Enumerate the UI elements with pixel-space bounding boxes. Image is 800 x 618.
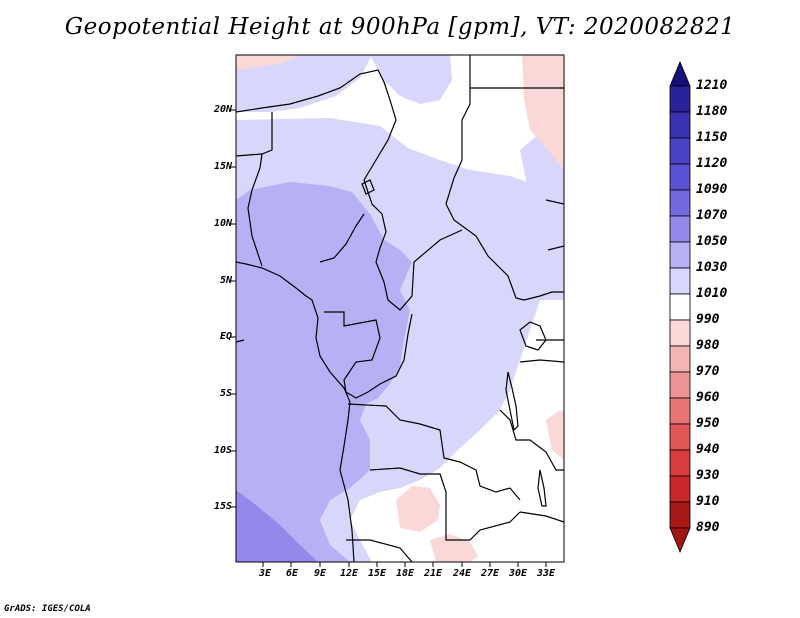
lon-label-9e: 9E <box>313 568 327 579</box>
map-frame <box>235 54 565 563</box>
border-misc <box>236 199 564 562</box>
lake-tanganyika <box>505 371 519 432</box>
colorbar-swatch <box>669 189 691 217</box>
colorbar-label: 1150 <box>696 130 728 145</box>
lon-label-12e: 12E <box>339 568 359 579</box>
colorbar-arrow-top <box>669 60 691 87</box>
colorbar-label: 910 <box>696 494 720 509</box>
shade-1030 <box>236 182 412 562</box>
colorbar-swatch <box>669 397 691 425</box>
lon-label-24e: 24E <box>452 568 472 579</box>
grads-credit: GrADS: IGES/COLA <box>4 604 91 614</box>
colorbar-label: 1030 <box>696 260 728 275</box>
colorbar-label: 990 <box>696 312 720 327</box>
colorbar-label: 1180 <box>696 104 728 119</box>
lat-label-15n: 15N <box>213 161 232 172</box>
colorbar-label: 1120 <box>696 156 728 171</box>
lat-ticks <box>231 109 236 508</box>
lat-label-20n: 20N <box>213 104 232 115</box>
colorbar-swatch <box>669 241 691 269</box>
colorbar-arrow-bottom <box>669 527 691 554</box>
map-title: Geopotential Height at 900hPa [gpm], VT:… <box>64 14 736 40</box>
colorbar-swatch <box>669 501 691 529</box>
colorbar-swatch <box>669 293 691 321</box>
border-angola-zambia <box>369 467 521 541</box>
lake-malawi <box>537 469 547 507</box>
colorbar-label: 980 <box>696 338 720 353</box>
lon-label-18e: 18E <box>395 568 415 579</box>
lon-label-6e: 6E <box>285 568 299 579</box>
lon-label-30e: 30E <box>508 568 528 579</box>
colorbar-swatch <box>669 449 691 477</box>
colorbar-label: 890 <box>696 520 720 535</box>
lat-label-5n: 5N <box>219 275 232 286</box>
colorbar-swatch <box>669 111 691 139</box>
shade-990 <box>236 55 564 562</box>
colorbar-swatch <box>669 319 691 347</box>
colorbar-label: 1010 <box>696 286 728 301</box>
border-north-east <box>445 55 525 301</box>
colorbar-swatch <box>669 475 691 503</box>
lat-label-5s: 5S <box>219 388 232 399</box>
lon-label-21e: 21E <box>423 568 443 579</box>
border-cameroon <box>236 112 273 267</box>
colorbar-swatch <box>669 137 691 165</box>
border-sahel <box>236 69 397 181</box>
lat-label-15s: 15S <box>213 501 232 512</box>
border-east-south <box>499 409 564 523</box>
colorbar <box>669 60 691 554</box>
lat-label-10s: 10S <box>213 445 232 456</box>
colorbar-swatch <box>669 215 691 243</box>
lake-victoria <box>519 321 547 351</box>
height-shading <box>236 55 564 562</box>
colorbar-label: 970 <box>696 364 720 379</box>
lon-label-27e: 27E <box>480 568 500 579</box>
colorbar-swatch <box>669 423 691 451</box>
colorbar-label: 1090 <box>696 182 728 197</box>
lat-label-10n: 10N <box>213 218 232 229</box>
lon-ticks <box>262 562 547 567</box>
border-central-2 <box>319 213 365 263</box>
border-east <box>519 291 564 363</box>
colorbar-swatch <box>669 163 691 191</box>
colorbar-swatch <box>669 267 691 295</box>
colorbar-swatch <box>669 345 691 373</box>
shade-1050 <box>236 490 318 562</box>
colorbar-label: 930 <box>696 468 720 483</box>
border-congo-basin <box>324 311 413 399</box>
colorbar-swatch <box>669 85 691 113</box>
coastline-west <box>236 261 355 562</box>
colorbar-label: 1050 <box>696 234 728 249</box>
colorbar-label: 1210 <box>696 78 728 93</box>
borders <box>236 55 564 562</box>
colorbar-label: 1070 <box>696 208 728 223</box>
lon-label-33e: 33E <box>536 568 556 579</box>
colorbar-label: 940 <box>696 442 720 457</box>
lake-chad <box>361 179 375 195</box>
lon-label-3e: 3E <box>258 568 272 579</box>
colorbar-label: 960 <box>696 390 720 405</box>
border-central-1 <box>363 179 463 311</box>
lat-label-eq: EQ <box>219 331 232 342</box>
lon-label-15e: 15E <box>367 568 387 579</box>
colorbar-swatch <box>669 371 691 399</box>
colorbar-label: 950 <box>696 416 720 431</box>
border-drc-south <box>347 403 521 501</box>
